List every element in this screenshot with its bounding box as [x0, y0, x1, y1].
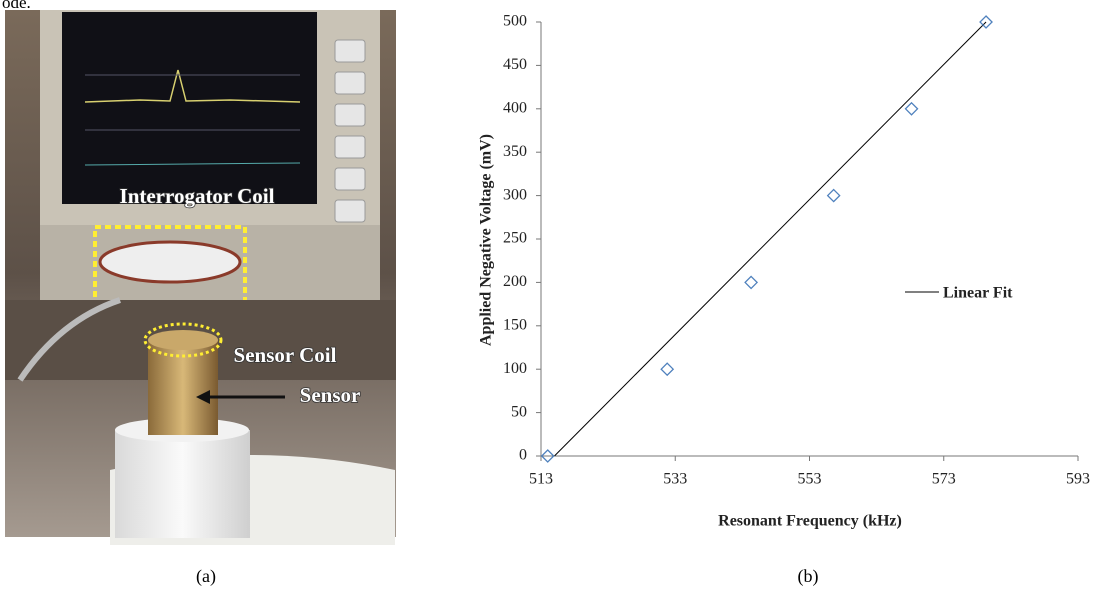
x-axis-title: Resonant Frequency (kHz) [718, 513, 902, 530]
y-tick-label: 400 [503, 99, 527, 116]
y-tick-label: 200 [503, 273, 527, 290]
x-tick-label: 553 [798, 471, 822, 488]
x-tick-label: 513 [529, 471, 553, 488]
fit-line [554, 22, 986, 456]
sensor-label: Sensor [300, 383, 361, 407]
x-tick-label: 533 [663, 471, 687, 488]
x-tick-label: 573 [932, 471, 956, 488]
data-point [906, 103, 918, 115]
sensor-coil-label: Sensor Coil [234, 343, 337, 367]
y-tick-label: 150 [503, 316, 527, 333]
photo: Interrogator Coil Sensor Coil Sensor [5, 10, 396, 545]
interrogator-label: Interrogator Coil [120, 184, 275, 208]
page: ode. Interrogator Coil Sensor Coil Senso… [0, 0, 1101, 599]
figure: ode. Interrogator Coil Sensor Coil Senso… [0, 0, 1101, 599]
legend-label: Linear Fit [943, 285, 1013, 302]
y-tick-label: 350 [503, 143, 527, 160]
data-point [661, 363, 673, 375]
y-tick-label: 500 [503, 13, 527, 30]
caption-b: (b) [798, 566, 819, 587]
y-tick-label: 100 [503, 360, 527, 377]
y-tick-label: 50 [511, 403, 527, 420]
data-point [828, 190, 840, 202]
y-axis-title: Applied Negative Voltage (mV) [478, 134, 495, 346]
data-point [745, 276, 757, 288]
y-tick-label: 450 [503, 56, 527, 73]
caption-a: (a) [196, 566, 216, 587]
y-tick-label: 250 [503, 230, 527, 247]
y-tick-label: 0 [519, 447, 527, 464]
x-tick-label: 593 [1066, 471, 1090, 488]
plot: 0 50 100 150 200 250 300 350 400 450 500 513 533 553 5… [503, 13, 1090, 488]
y-tick-label: 300 [503, 186, 527, 203]
